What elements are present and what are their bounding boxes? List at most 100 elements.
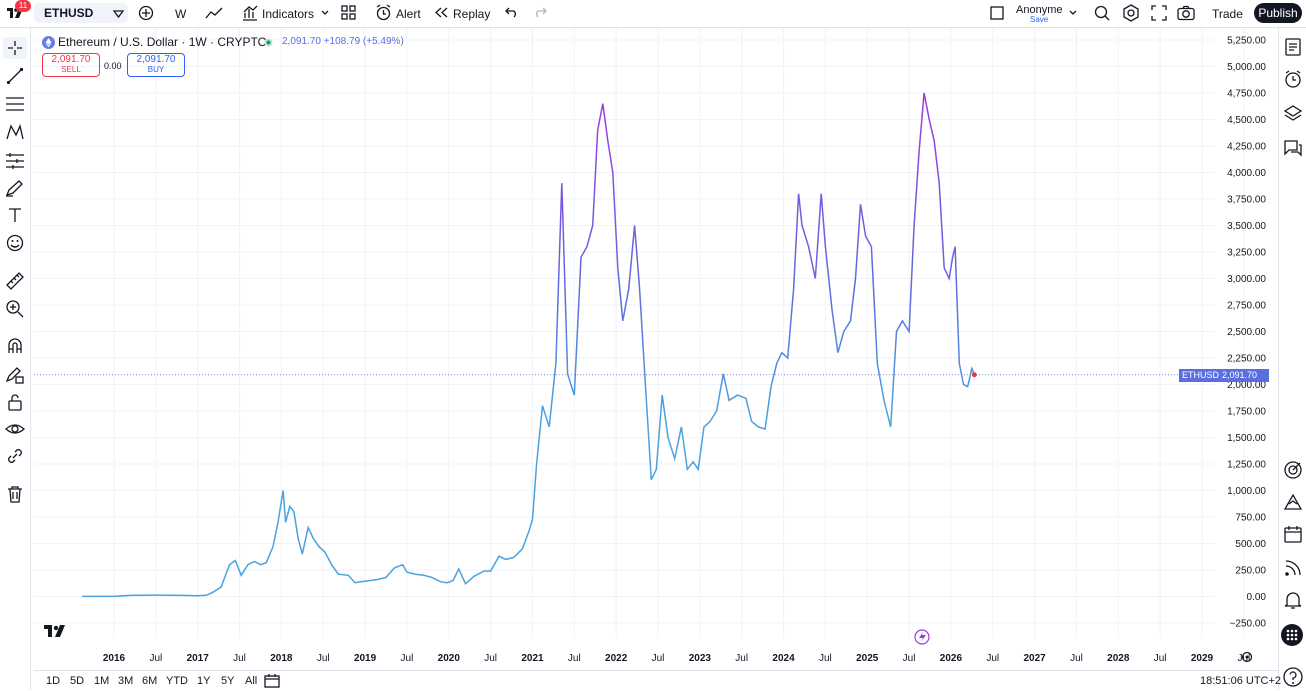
price-axis-tick: 3,000.00 xyxy=(1227,274,1266,285)
lock-icon[interactable] xyxy=(6,393,24,411)
ethereum-logo-icon xyxy=(42,36,55,49)
trash-icon[interactable] xyxy=(6,485,24,503)
indicators-icon[interactable] xyxy=(242,4,258,22)
indicators-button[interactable]: Indicators xyxy=(262,7,315,21)
zoom-in-icon[interactable] xyxy=(5,299,25,319)
price-axis-tick: 250.00 xyxy=(1235,566,1266,577)
time-axis-tick: 2018 xyxy=(270,653,293,664)
price-axis-tick: 4,000.00 xyxy=(1227,168,1266,179)
crosshair-tool[interactable] xyxy=(3,37,27,59)
range-button-ytd[interactable]: YTD xyxy=(166,675,188,687)
timezone-clock[interactable]: 18:51:06 UTC+2 xyxy=(1200,675,1282,687)
price-axis[interactable]: 5,250.00 5,000.00 4,750.00 4,500.00 4,250.00… xyxy=(1227,36,1266,630)
interval-button[interactable]: W xyxy=(175,7,187,21)
alert-button[interactable]: Alert xyxy=(396,7,421,21)
events-lightning-icon[interactable] xyxy=(914,629,930,645)
price-axis-tick: −250.00 xyxy=(1230,619,1267,630)
alarm-clock-icon[interactable] xyxy=(1284,70,1302,88)
ethusd-price-line xyxy=(82,92,976,598)
range-button-5d[interactable]: 5D xyxy=(70,675,85,687)
layers-icon[interactable] xyxy=(1283,104,1303,122)
settings-icon[interactable] xyxy=(1122,4,1140,22)
layouts-icon[interactable] xyxy=(341,5,356,20)
horizontal-lines-icon[interactable] xyxy=(5,95,25,113)
time-axis-tick: Jul xyxy=(1070,653,1083,664)
publish-button[interactable]: Publish xyxy=(1254,3,1302,23)
account-name[interactable]: Anonyme xyxy=(1016,4,1063,16)
trend-line-icon[interactable] xyxy=(6,67,24,85)
text-tool-icon[interactable] xyxy=(7,207,23,223)
range-button-1d[interactable]: 1D xyxy=(46,675,61,687)
replay-icon[interactable] xyxy=(433,6,449,19)
range-button-1y[interactable]: 1Y xyxy=(197,675,211,687)
redo-icon[interactable] xyxy=(533,6,547,18)
legend-change: +108.79 (+5.49%) xyxy=(323,36,404,47)
calendar-icon[interactable] xyxy=(1283,524,1303,544)
target-icon[interactable] xyxy=(1283,460,1303,480)
sell-button[interactable]: 2,091.70 SELL xyxy=(42,53,100,77)
price-tag-value: 2,091.70 xyxy=(1222,370,1258,380)
range-button-1m[interactable]: 1M xyxy=(94,675,110,687)
price-axis-tick: 3,500.00 xyxy=(1227,221,1266,232)
time-axis-tick: 2028 xyxy=(1107,653,1130,664)
link-icon[interactable] xyxy=(6,447,24,465)
price-axis-tick: 750.00 xyxy=(1235,513,1266,524)
time-axis-tick: 2029 xyxy=(1191,653,1214,664)
go-to-date-icon[interactable] xyxy=(264,673,280,688)
brush-icon[interactable] xyxy=(5,179,25,197)
quick-search-icon[interactable] xyxy=(1093,4,1111,22)
time-axis-tick: Jul xyxy=(652,653,665,664)
range-button-3m[interactable]: 3M xyxy=(118,675,134,687)
ruler-icon[interactable] xyxy=(5,271,25,291)
ideas-icon[interactable] xyxy=(1283,492,1303,512)
camera-icon[interactable] xyxy=(1177,5,1195,21)
range-button-5y[interactable]: 5Y xyxy=(221,675,235,687)
symbol-options-icon[interactable] xyxy=(112,7,125,20)
range-button-all[interactable]: All xyxy=(245,675,258,687)
fullscreen-icon[interactable] xyxy=(1151,5,1167,21)
chart-settings-gear-icon[interactable] xyxy=(1241,651,1253,663)
time-axis-tick: 2024 xyxy=(772,653,795,664)
account-chevron-icon[interactable] xyxy=(1068,9,1078,17)
help-icon[interactable] xyxy=(1282,666,1304,688)
stay-in-drawing-mode-icon[interactable] xyxy=(5,365,25,385)
time-axis-tick: 2016 xyxy=(103,653,126,664)
chevron-down-icon[interactable] xyxy=(320,8,330,18)
magnet-icon[interactable] xyxy=(6,337,24,355)
symbol-label: ETHUSD xyxy=(44,6,94,20)
time-axis-tick: 2021 xyxy=(521,653,544,664)
account-save-label[interactable]: Save xyxy=(1030,15,1049,24)
add-symbol-icon[interactable] xyxy=(138,5,154,21)
spread-value: 0.00 xyxy=(104,61,122,71)
chart-type-icon[interactable] xyxy=(205,5,223,21)
legend-last-price: 2,091.70 xyxy=(282,36,321,47)
price-axis-tick: 500.00 xyxy=(1235,539,1266,550)
trade-button[interactable]: Trade xyxy=(1212,7,1243,21)
alert-icon[interactable] xyxy=(375,4,392,21)
emoji-icon[interactable] xyxy=(6,234,24,252)
buy-button[interactable]: 2,091.70 BUY xyxy=(127,53,185,77)
eye-icon[interactable] xyxy=(5,420,25,438)
notifications-bell-icon[interactable] xyxy=(1283,590,1303,610)
time-axis-tick: Jul xyxy=(568,653,581,664)
news-feed-icon[interactable] xyxy=(1283,558,1303,578)
price-axis-tick: 4,500.00 xyxy=(1227,115,1266,126)
watchlist-icon[interactable] xyxy=(1284,38,1302,56)
drawing-toolbar xyxy=(0,28,31,690)
apps-menu-button[interactable] xyxy=(1281,624,1303,646)
layout-square-icon[interactable] xyxy=(990,6,1004,20)
time-axis-tick: Jul xyxy=(986,653,999,664)
range-button-6m[interactable]: 6M xyxy=(142,675,158,687)
prediction-icon[interactable] xyxy=(5,151,25,169)
replay-button[interactable]: Replay xyxy=(453,7,491,21)
apps-grid-icon xyxy=(1286,629,1298,641)
notification-badge: 11 xyxy=(15,0,31,12)
time-axis-tick: 2020 xyxy=(438,653,461,664)
time-axis[interactable]: 2016 Jul 2017 Jul 2018 Jul 2019 Jul 2020 Jul 2021 J… xyxy=(103,653,1250,664)
pattern-icon[interactable] xyxy=(5,123,25,141)
price-chart[interactable]: 5,250.00 5,000.00 4,750.00 4,500.00 4,250.00… xyxy=(34,28,1274,668)
undo-icon[interactable] xyxy=(505,6,519,18)
symbol-search-button[interactable] xyxy=(34,3,128,23)
chart-symbol-title[interactable]: Ethereum / U.S. Dollar · 1W · CRYPTO xyxy=(58,35,267,49)
chat-icon[interactable] xyxy=(1283,138,1303,158)
